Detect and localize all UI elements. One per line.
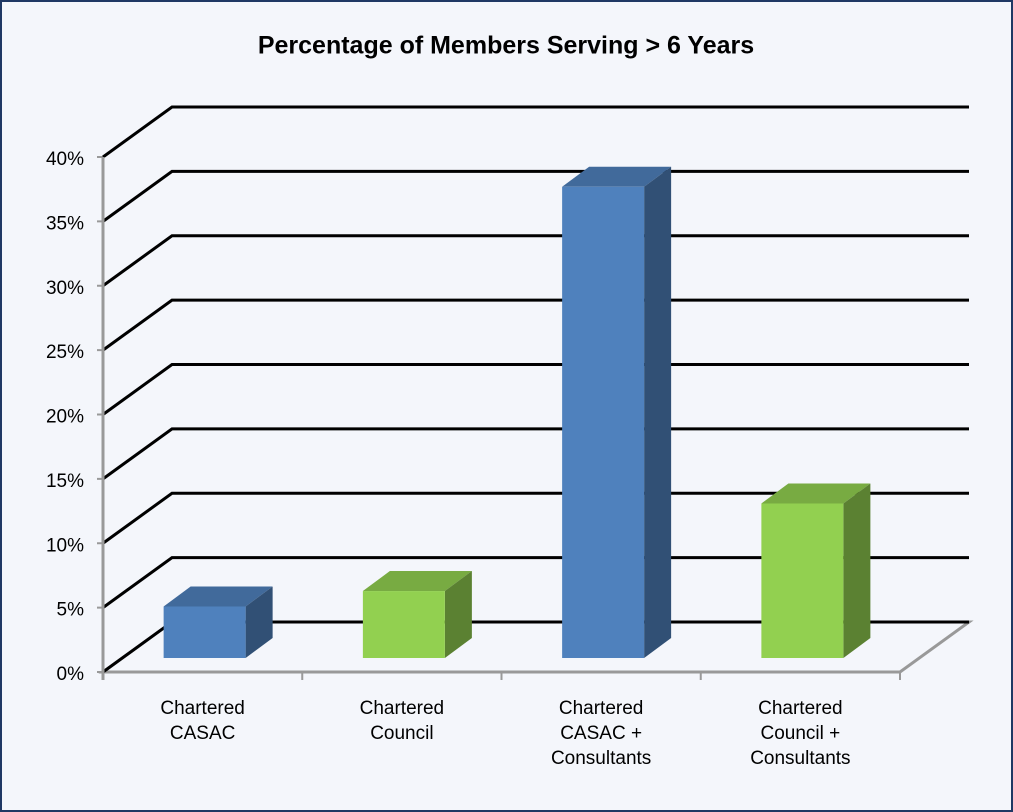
bar-side bbox=[444, 571, 472, 658]
y-tick-label: 20% bbox=[46, 407, 84, 428]
y-tick-label: 10% bbox=[46, 535, 84, 556]
grid-line bbox=[102, 234, 969, 287]
chart-title: Percentage of Members Serving > 6 Years bbox=[258, 32, 754, 60]
x-tick-label: Chartered Council + Consultants bbox=[750, 698, 851, 769]
bar-side bbox=[644, 166, 672, 658]
bar-top bbox=[562, 166, 672, 187]
x-tick-label: Chartered CASAC + Consultants bbox=[550, 698, 652, 769]
grid-line bbox=[102, 169, 969, 223]
x-tick-label: Chartered CASAC bbox=[160, 698, 245, 744]
grid-line bbox=[102, 298, 969, 352]
grid-line bbox=[102, 556, 969, 609]
bar-side bbox=[843, 483, 871, 658]
y-tick-label: 40% bbox=[46, 149, 84, 170]
y-tick-label: 15% bbox=[46, 471, 84, 492]
y-tick-label: 25% bbox=[46, 342, 84, 363]
bar bbox=[362, 591, 445, 658]
grid-line bbox=[102, 363, 969, 416]
bar-side bbox=[245, 586, 273, 658]
bar bbox=[761, 503, 844, 658]
grid-line bbox=[102, 427, 969, 481]
bar bbox=[163, 606, 246, 658]
bar-top bbox=[761, 483, 871, 504]
bar bbox=[562, 186, 645, 658]
y-tick-label: 0% bbox=[57, 664, 85, 685]
y-tick-label: 5% bbox=[57, 600, 85, 621]
bar-top bbox=[163, 586, 273, 607]
grid-line bbox=[102, 105, 969, 159]
y-tick-label: 35% bbox=[46, 213, 84, 234]
bar-top bbox=[362, 571, 472, 592]
x-tick-label: Chartered Council bbox=[359, 698, 445, 744]
grid-line bbox=[102, 491, 969, 545]
y-tick-label: 30% bbox=[46, 278, 84, 299]
